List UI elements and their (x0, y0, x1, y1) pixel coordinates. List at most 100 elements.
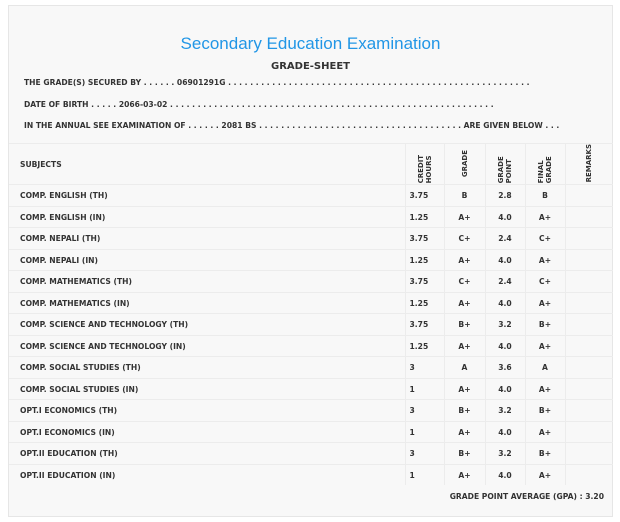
remarks-cell (564, 334, 613, 357)
grade-point-cell: 3.2 (484, 442, 525, 465)
credit-hours-cell: 1 (404, 463, 444, 486)
exam-line: IN THE ANNUAL SEE EXAMINATION OF . . . .… (24, 121, 560, 130)
credit-hours-cell: 3.75 (404, 313, 444, 336)
final-grade-cell: A+ (524, 291, 565, 314)
header-final-grade: FINAL GRADE (537, 156, 553, 184)
grade-point-cell: 4.0 (484, 291, 525, 314)
grade-sheet: Secondary Education Examination GRADE-SH… (8, 5, 613, 517)
grade-point-cell: 4.0 (484, 205, 525, 228)
grade-point-cell: 4.0 (484, 248, 525, 271)
credit-hours-cell: 1.25 (404, 334, 444, 357)
remarks-cell (564, 205, 613, 228)
grade-cell: A (443, 356, 485, 379)
grade-sheet-heading: GRADE-SHEET (271, 61, 350, 72)
remarks-cell (564, 291, 613, 314)
grade-point-cell: 4.0 (484, 334, 525, 357)
grade-cell: B (443, 184, 485, 207)
grade-point-cell: 2.4 (484, 227, 525, 250)
table-row: COMP. SCIENCE AND TECHNOLOGY (IN) 1.25 A+ 4… (9, 334, 613, 357)
credit-hours-cell: 3.75 (404, 227, 444, 250)
exam-title: Secondary Education Examination (180, 34, 441, 53)
grade-point-cell: 3.2 (484, 313, 525, 336)
credit-hours-cell: 3.75 (404, 270, 444, 293)
table-row: OPT.I ECONOMICS (TH) 3 B+ 3.2 B+ (9, 399, 613, 422)
subject-cell: COMP. NEPALI (IN) (9, 248, 405, 271)
subject-cell: COMP. MATHEMATICS (TH) (9, 270, 405, 293)
table-row: COMP. MATHEMATICS (TH) 3.75 C+ 2.4 C+ (9, 270, 613, 293)
grade-cell: C+ (443, 270, 485, 293)
final-grade-cell: A+ (524, 377, 565, 400)
grade-cell: A+ (443, 248, 485, 271)
grade-cell: B+ (443, 442, 485, 465)
grade-cell: A+ (443, 334, 485, 357)
grade-cell: A+ (443, 420, 485, 443)
credit-hours-cell: 3 (404, 442, 444, 465)
final-grade-cell: A+ (524, 334, 565, 357)
subject-cell: COMP. SCIENCE AND TECHNOLOGY (IN) (9, 334, 405, 357)
header-grade-point: GRADE POINT (497, 156, 513, 184)
subject-cell: COMP. SCIENCE AND TECHNOLOGY (TH) (9, 313, 405, 336)
grades-table: SUBJECTS CREDIT HOURS GRADE GRADE POINT … (9, 142, 613, 486)
remarks-cell (564, 270, 613, 293)
grade-cell: A+ (443, 205, 485, 228)
remarks-cell (564, 442, 613, 465)
table-row: OPT.I ECONOMICS (IN) 1 A+ 4.0 A+ (9, 420, 613, 443)
table-row: COMP. NEPALI (TH) 3.75 C+ 2.4 C+ (9, 227, 613, 250)
header-remarks: REMARKS (585, 144, 594, 183)
final-grade-cell: A+ (524, 205, 565, 228)
final-grade-cell: B+ (524, 313, 565, 336)
subject-cell: COMP. ENGLISH (IN) (9, 205, 405, 228)
grade-cell: A+ (443, 377, 485, 400)
final-grade-cell: A+ (524, 420, 565, 443)
final-grade-cell: A+ (524, 248, 565, 271)
table-row: COMP. SOCIAL STUDIES (IN) 1 A+ 4.0 A+ (9, 377, 613, 400)
subject-cell: COMP. MATHEMATICS (IN) (9, 291, 405, 314)
grade-point-cell: 4.0 (484, 377, 525, 400)
credit-hours-cell: 1.25 (404, 205, 444, 228)
header-subjects: SUBJECTS (9, 142, 405, 185)
subject-cell: OPT.I ECONOMICS (TH) (9, 399, 405, 422)
remarks-cell (564, 248, 613, 271)
credit-hours-cell: 1 (404, 377, 444, 400)
remarks-cell (564, 377, 613, 400)
table-row: COMP. NEPALI (IN) 1.25 A+ 4.0 A+ (9, 248, 613, 271)
remarks-cell (564, 356, 613, 379)
table-header: SUBJECTS CREDIT HOURS GRADE GRADE POINT … (9, 142, 613, 185)
credit-hours-cell: 3 (404, 399, 444, 422)
final-grade-cell: A+ (524, 463, 565, 486)
credit-hours-cell: 1.25 (404, 291, 444, 314)
grade-cell: B+ (443, 313, 485, 336)
table-row: OPT.II EDUCATION (TH) 3 B+ 3.2 B+ (9, 442, 613, 465)
credit-hours-cell: 3 (404, 356, 444, 379)
final-grade-cell: B+ (524, 399, 565, 422)
grade-cell: A+ (443, 291, 485, 314)
grade-point-cell: 2.8 (484, 184, 525, 207)
table-row: OPT.II EDUCATION (IN) 1 A+ 4.0 A+ (9, 463, 613, 486)
remarks-cell (564, 463, 613, 486)
header-grade: GRADE (460, 149, 469, 177)
credit-hours-cell: 1 (404, 420, 444, 443)
table-row: COMP. ENGLISH (IN) 1.25 A+ 4.0 A+ (9, 205, 613, 228)
table-row: COMP. ENGLISH (TH) 3.75 B 2.8 B (9, 184, 613, 207)
subject-cell: COMP. NEPALI (TH) (9, 227, 405, 250)
gpa: GRADE POINT AVERAGE (GPA) : 3.20 (449, 492, 604, 501)
grade-point-cell: 3.6 (484, 356, 525, 379)
final-grade-cell: A (524, 356, 565, 379)
grade-cell: C+ (443, 227, 485, 250)
final-grade-cell: C+ (524, 227, 565, 250)
subject-cell: COMP. ENGLISH (TH) (9, 184, 405, 207)
grade-cell: B+ (443, 399, 485, 422)
dob-line: DATE OF BIRTH . . . . . 2066-03-02 . . .… (24, 100, 494, 109)
header-credit-hours: CREDIT HOURS (416, 154, 433, 184)
remarks-cell (564, 313, 613, 336)
table-row: COMP. SCIENCE AND TECHNOLOGY (TH) 3.75 B+ 3… (9, 313, 613, 336)
remarks-cell (564, 399, 613, 422)
credit-hours-cell: 1.25 (404, 248, 444, 271)
subject-cell: OPT.II EDUCATION (TH) (9, 442, 405, 465)
grade-point-cell: 4.0 (484, 420, 525, 443)
grade-point-cell: 4.0 (484, 463, 525, 486)
subject-cell: OPT.II EDUCATION (IN) (9, 463, 405, 486)
credit-hours-cell: 3.75 (404, 184, 444, 207)
final-grade-cell: B+ (524, 442, 565, 465)
grade-cell: A+ (443, 463, 485, 486)
